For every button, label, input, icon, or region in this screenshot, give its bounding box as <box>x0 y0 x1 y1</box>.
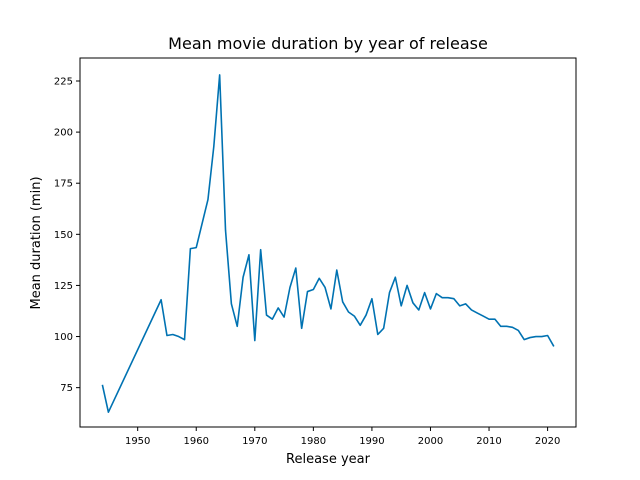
x-tick-label: 2020 <box>535 436 560 447</box>
y-tick-label: 225 <box>54 76 73 87</box>
y-tick-label: 75 <box>60 383 73 394</box>
chart-title: Mean movie duration by year of release <box>168 34 488 53</box>
y-tick-label: 100 <box>54 332 73 343</box>
y-tick-label: 175 <box>54 179 73 190</box>
x-axis-title: Release year <box>286 452 371 467</box>
y-axis-title: Mean duration (min) <box>29 176 44 309</box>
y-axis: 75 100 125 150 175 200 225 <box>54 76 80 394</box>
x-tick-label: 2000 <box>418 436 443 447</box>
x-axis: 1950 1960 1970 1980 1990 2000 2010 2020 <box>125 427 560 447</box>
y-tick-label: 200 <box>54 128 73 139</box>
x-tick-label: 1980 <box>301 436 326 447</box>
y-tick-label: 150 <box>54 230 73 241</box>
y-tick-label: 125 <box>54 281 73 292</box>
series-line <box>101 74 555 413</box>
x-tick-label: 1970 <box>242 436 267 447</box>
x-tick-label: 2010 <box>476 436 501 447</box>
x-tick-label: 1960 <box>184 436 209 447</box>
x-tick-label: 1990 <box>359 436 384 447</box>
plot-frame <box>79 57 577 428</box>
x-tick-label: 1950 <box>125 436 150 447</box>
plot-area <box>101 74 555 413</box>
